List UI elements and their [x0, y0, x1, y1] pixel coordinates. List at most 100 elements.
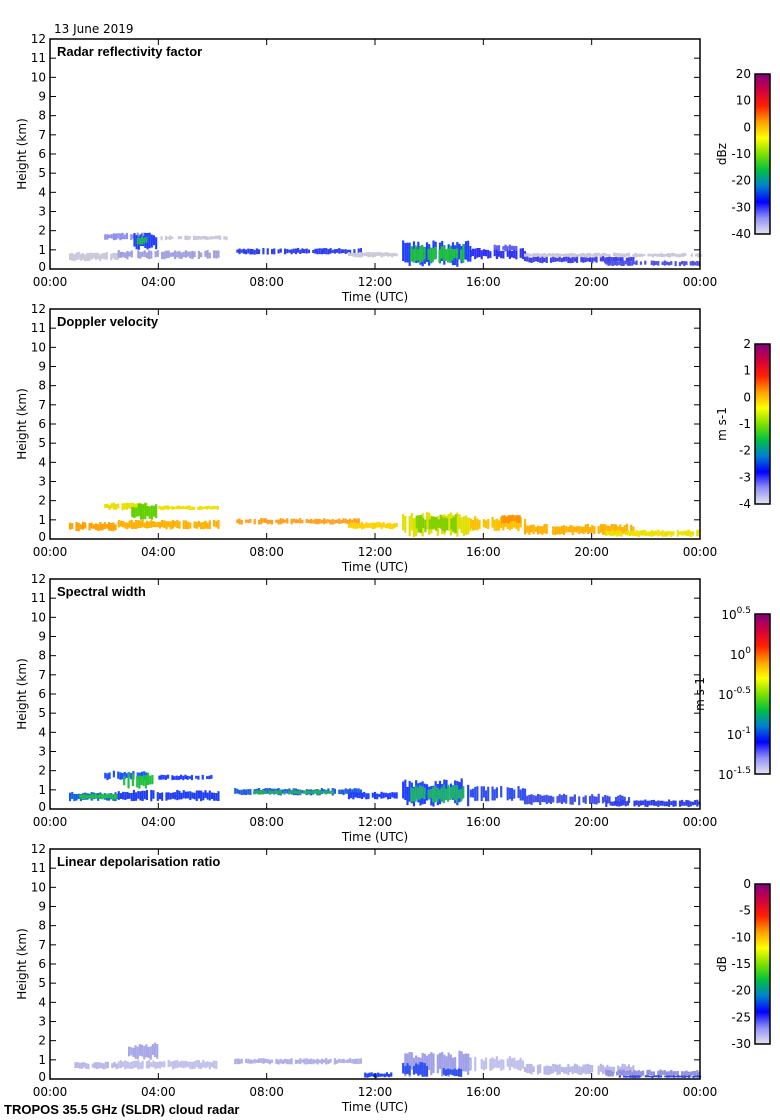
cloud-cell [367, 523, 370, 528]
cloud-cell [208, 1061, 211, 1070]
cloud-cell [75, 794, 78, 801]
cloud-cell [452, 517, 455, 532]
cloud-cell [279, 518, 282, 525]
cloud-cell [503, 515, 506, 524]
x-tick-label: 08:00 [249, 275, 284, 289]
cloud-region [410, 244, 465, 264]
cloud-cell [455, 785, 458, 803]
cloud-cell [117, 1061, 120, 1069]
cloud-cell [672, 1071, 675, 1077]
y-tick-label: 8 [38, 109, 46, 123]
cloud-cell [545, 254, 548, 257]
colorbar-tick-label: 2 [743, 337, 751, 351]
cloud-cell [497, 520, 501, 531]
cloud-cell [694, 1075, 697, 1078]
cloud-cell [156, 522, 159, 528]
y-tick-label: 5 [38, 706, 46, 720]
cloud-cell [512, 514, 515, 521]
cloud-cell [110, 522, 113, 531]
cloud-cell [145, 1061, 149, 1069]
x-tick-label: 00:00 [33, 275, 68, 289]
cloud-cell [580, 256, 583, 263]
cloud-cell [132, 789, 136, 802]
cloud-cell [286, 1059, 289, 1065]
cloud-cell [258, 1058, 261, 1063]
cloud-cell [668, 799, 671, 807]
cloud-cell [689, 261, 692, 266]
cloud-cell [347, 523, 351, 528]
cloud-cell [612, 252, 615, 257]
x-tick-label: 08:00 [249, 1085, 284, 1099]
colorbar-tick-label: -30 [731, 1037, 751, 1051]
cloud-cell [593, 252, 596, 258]
cloud-cell [582, 257, 585, 263]
cloud-cell [182, 790, 185, 799]
cloud-cell [695, 253, 698, 257]
cloud-cell [664, 1075, 667, 1078]
cloud-cell [378, 251, 381, 256]
cloud-cell [674, 261, 677, 267]
cloud-cell [412, 1057, 416, 1070]
cloud-cell [370, 1072, 373, 1077]
cloud-cell [187, 1061, 190, 1068]
cloud-cell [523, 253, 527, 257]
cloud-cell [124, 522, 127, 529]
x-tick-label: 04:00 [141, 815, 176, 829]
cloud-cell [438, 1052, 442, 1070]
cloud-cell [683, 261, 686, 267]
cloud-cell [526, 252, 529, 257]
cloud-cell [142, 504, 145, 520]
cloud-cell [580, 526, 583, 534]
cloud-cell [567, 253, 570, 257]
cloud-cell [659, 800, 662, 806]
cloud-cell [584, 524, 587, 533]
y-tick-label: 6 [38, 957, 46, 971]
cloud-cell [696, 1075, 699, 1078]
cloud-cell [307, 249, 310, 254]
cloud-cell [325, 519, 328, 524]
cloud-cell [109, 794, 112, 799]
cloud-cell [303, 1058, 306, 1065]
cloud-cell [421, 244, 424, 262]
cloud-cell [657, 260, 660, 266]
cloud-cell [290, 518, 293, 525]
cloud-cell [681, 799, 684, 806]
cloud-cell [625, 257, 628, 262]
cloud-cell [200, 790, 203, 802]
cloud-cell [152, 1060, 155, 1068]
cloud-cell [571, 1066, 574, 1075]
footer-label: TROPOS 35.5 GHz (SLDR) cloud radar [4, 1102, 240, 1117]
y-tick-label: 0 [38, 800, 46, 814]
cloud-cell [258, 519, 261, 525]
cloud-cell [543, 257, 546, 263]
cloud-cell [137, 250, 140, 259]
cloud-cell [431, 248, 435, 262]
cloud-cell [357, 518, 360, 525]
cloud-cell [545, 794, 548, 805]
cloud-cell [591, 525, 594, 533]
colorbar-tick-label: 0 [743, 120, 751, 134]
cloud-cell [279, 789, 282, 795]
cloud-cell [560, 795, 563, 804]
cloud-cell [425, 512, 429, 530]
cloud-cell [408, 1051, 411, 1077]
cloud-cell [305, 791, 308, 795]
cloud-cell [629, 1069, 632, 1077]
cloud-cell [404, 1065, 407, 1075]
x-tick-label: 00:00 [683, 1085, 718, 1099]
cloud-cell [635, 800, 638, 806]
cloud-cell [307, 519, 310, 524]
cloud-cell [143, 1045, 146, 1060]
cloud-cell [416, 249, 419, 261]
cloud-cell [497, 245, 501, 252]
cloud-cell [113, 1061, 116, 1068]
cloud-cell [206, 505, 209, 510]
cloud-region [415, 514, 457, 534]
cloud-cell [141, 1060, 144, 1069]
cloud-cell [687, 529, 690, 536]
cloud-cell [449, 1069, 452, 1075]
cloud-cell [323, 248, 326, 254]
cloud-cell [214, 235, 217, 240]
cloud-cell [338, 518, 341, 524]
